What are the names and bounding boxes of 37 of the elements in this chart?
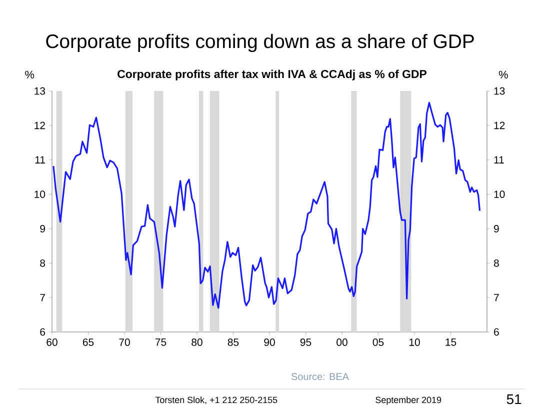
y2-tick-label: 12 [494,122,505,130]
y-tick-label: 8 [40,259,46,267]
text: 51 [506,394,522,404]
y-tick-label: 13 [34,87,46,95]
x-tick-label: 65 [82,338,94,346]
x-tick-label: 70 [119,338,130,346]
chart-subtitle: Corporate profits after tax with IVA & CCAdj as % of GDP [118,70,426,80]
y-tick-label: 10 [34,190,46,198]
text: September 2019 [376,396,442,405]
y-tick-label: 12 [34,122,45,130]
y-tick-label: 6 [40,328,46,336]
x-tick-label: 00 [336,338,348,346]
y-tick-label: 7 [40,294,45,302]
y2-tick-label: 7 [494,294,499,302]
x-tick-label: 60 [46,338,58,346]
x-tick-label: 90 [264,338,275,346]
text: Torsten Slok, +1 212 250-2155 [155,396,278,404]
y2-tick-label: 13 [494,87,505,95]
x-tick-label: 75 [155,338,166,346]
y2-tick-label: 9 [494,225,499,232]
y2-tick-label: 10 [494,190,505,198]
x-tick-label: 15 [446,338,456,346]
x-tick-label: 80 [192,338,202,346]
x-tick-label: 10 [409,338,420,346]
source-note: Source: BEA [291,373,349,380]
y2-tick-label: 11 [494,156,504,164]
x-tick-label: 05 [372,338,384,346]
chart-title: Corporate profits coming down as a share of GDP [46,34,474,52]
y-tick-label: 9 [40,225,45,232]
y2-tick-label: 8 [494,259,499,267]
y-axis-title: % [25,70,34,78]
y2-tick-label: 6 [494,328,499,336]
y2-axis-title: % [498,70,508,78]
x-tick-label: 85 [228,338,239,346]
line-series [52,102,481,309]
y-tick-label: 11 [35,156,45,164]
x-tick-label: 95 [300,338,312,346]
